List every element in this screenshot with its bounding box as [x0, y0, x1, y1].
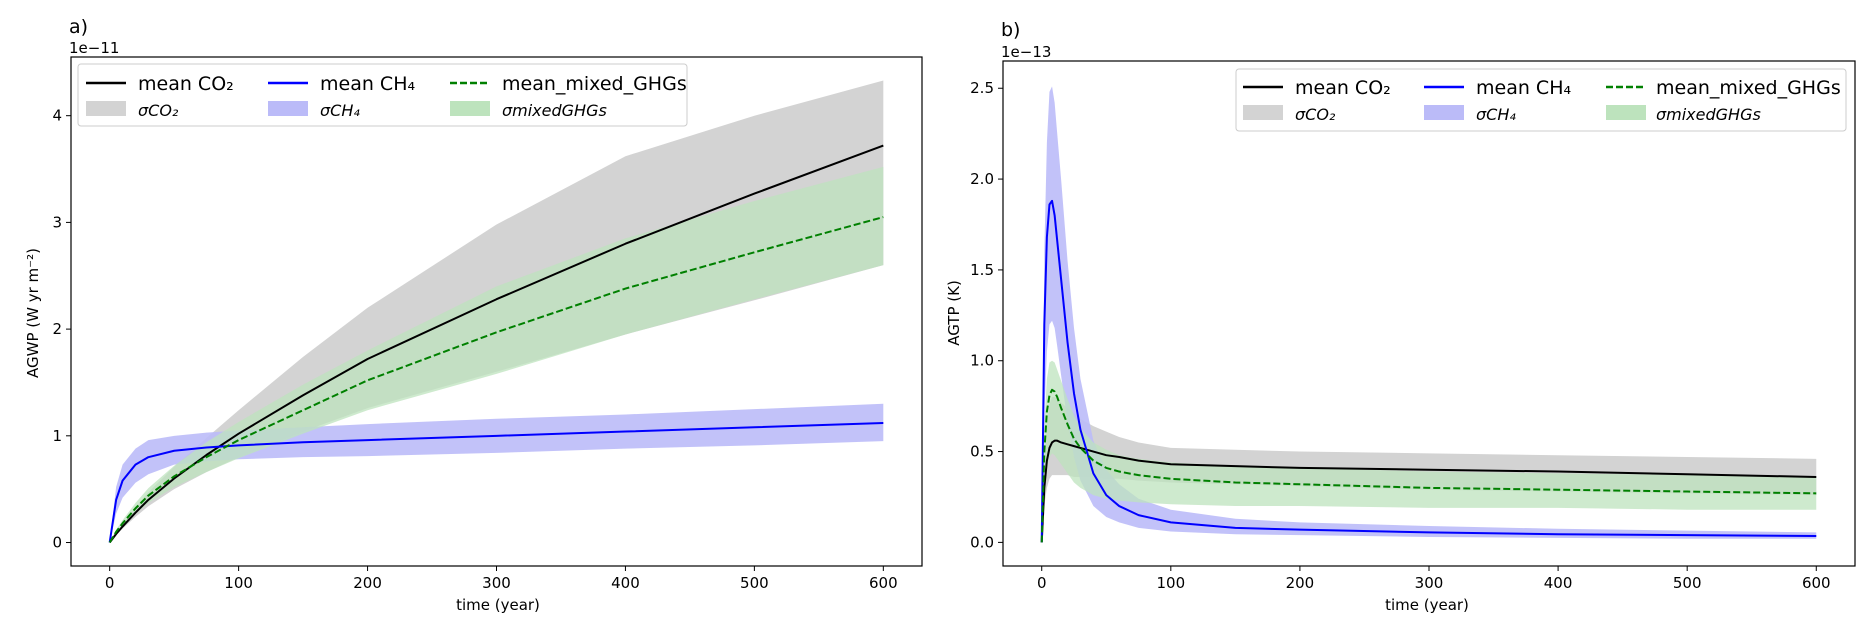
legend-patch-co2 [1243, 105, 1283, 120]
x-tick-label: 200 [353, 574, 382, 592]
legend-label-sigma-mixed: σmixedGHGs [1656, 105, 1761, 124]
x-tick-label: 600 [1802, 574, 1831, 592]
line-mean-mixed [1040, 388, 1817, 543]
panel-b-y-ticks: 0.0 0.5 1.0 1.5 2.0 2.5 [970, 79, 1003, 551]
legend-label-mixed: mean_mixed_GHGs [1656, 77, 1841, 99]
x-tick-label: 100 [1156, 574, 1185, 592]
legend-label-sigma-mixed: σmixedGHGs [502, 101, 607, 120]
panel-b-agtp: b) 1e−13 AGTP (K) time (year) 0 100 200 300… [945, 19, 1856, 614]
legend-patch-ch4 [1424, 105, 1464, 120]
panel-a-plot-area [108, 80, 884, 544]
y-tick-label: 0.0 [970, 533, 994, 551]
line-mean-ch4 [1040, 199, 1817, 543]
band-mixed [109, 166, 884, 543]
y-tick-label: 0.5 [970, 443, 994, 461]
panel-a-agwp: a) 1e−11 AGWP (W yr m⁻²) time (year) 0 10… [24, 16, 923, 614]
y-tick-label: 4 [52, 107, 62, 125]
y-tick-label: 3 [52, 213, 62, 231]
x-tick-label: 200 [1286, 574, 1315, 592]
panel-b-xlabel: time (year) [1385, 596, 1469, 614]
legend-label-mixed: mean_mixed_GHGs [502, 73, 687, 95]
panel-a-x-ticks: 0 100 200 300 400 500 600 [105, 566, 898, 592]
x-tick-label: 600 [869, 574, 898, 592]
line-mean-co2 [108, 144, 884, 544]
legend-patch-mixed [450, 101, 490, 116]
band-mixed [1041, 360, 1817, 543]
legend-patch-co2 [86, 101, 126, 116]
panel-a-xlabel: time (year) [456, 596, 540, 614]
legend-label-co2: mean CO₂ [1295, 77, 1391, 99]
x-tick-label: 0 [105, 574, 115, 592]
y-tick-label: 2.5 [970, 79, 994, 97]
legend-box [77, 63, 688, 127]
panel-b-label: b) [1001, 19, 1020, 41]
panel-a-y-ticks: 0 1 2 3 4 [52, 107, 71, 552]
y-tick-label: 2.0 [970, 170, 994, 188]
y-tick-label: 0 [52, 534, 62, 552]
x-tick-label: 400 [1544, 574, 1573, 592]
y-tick-label: 1.5 [970, 261, 994, 279]
panel-a-ylabel: AGWP (W yr m⁻²) [24, 248, 42, 378]
panel-b-axes-frame [1002, 60, 1856, 567]
x-tick-label: 0 [1037, 574, 1047, 592]
panel-b-ylabel: AGTP (K) [945, 280, 963, 346]
legend-label-ch4: mean CH₄ [1476, 77, 1571, 99]
x-tick-label: 300 [482, 574, 511, 592]
panel-a-offset-text: 1e−11 [69, 39, 119, 57]
y-tick-label: 1.0 [970, 352, 994, 370]
line-mean-mixed [108, 216, 884, 544]
legend-label-sigma-co2: σCO₂ [1295, 105, 1336, 124]
x-tick-label: 500 [740, 574, 769, 592]
x-tick-label: 500 [1673, 574, 1702, 592]
panel-a-label: a) [69, 16, 88, 38]
legend-box [1235, 68, 1847, 132]
legend-patch-mixed [1606, 105, 1646, 120]
legend-label-ch4: mean CH₄ [320, 73, 415, 95]
legend-label-co2: mean CO₂ [138, 73, 234, 95]
x-tick-label: 300 [1415, 574, 1444, 592]
legend-label-sigma-ch4: σCH₄ [1476, 105, 1516, 124]
y-tick-label: 2 [52, 320, 62, 338]
panel-b-plot-area [1040, 86, 1817, 543]
x-tick-label: 400 [611, 574, 640, 592]
panel-a-legend: mean CO₂ mean CH₄ mean_mixed_GHGs σCO₂ σ… [77, 63, 688, 127]
legend-patch-ch4 [268, 101, 308, 116]
line-mean-ch4 [108, 422, 884, 543]
legend-label-sigma-co2: σCO₂ [138, 101, 179, 120]
panel-b-legend: mean CO₂ mean CH₄ mean_mixed_GHGs σCO₂ σ… [1235, 68, 1847, 132]
x-tick-label: 100 [224, 574, 253, 592]
panel-b-x-ticks: 0 100 200 300 400 500 600 [1037, 566, 1831, 592]
legend-label-sigma-ch4: σCH₄ [320, 101, 360, 120]
band-ch4 [109, 403, 884, 543]
y-tick-label: 1 [52, 427, 62, 445]
panel-a-axes-frame [70, 56, 923, 567]
panel-b-offset-text: 1e−13 [1001, 43, 1051, 61]
